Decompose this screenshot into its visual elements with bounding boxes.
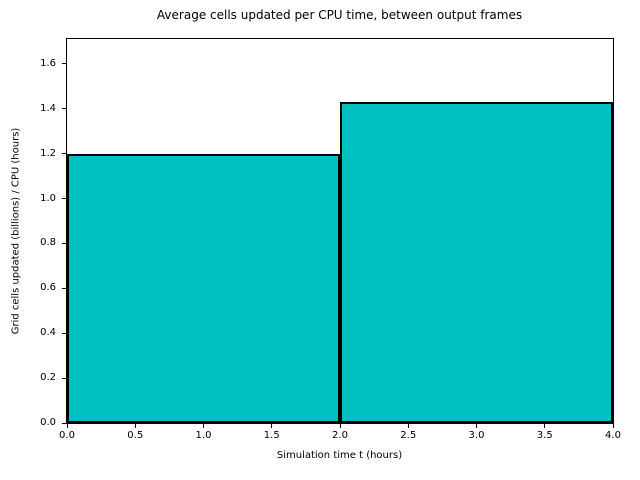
x-tick-label: 1.5 [263, 430, 280, 441]
y-tick-mark [62, 332, 66, 334]
x-tick-mark [66, 424, 68, 428]
y-tick-label: 0.0 [40, 417, 56, 428]
x-tick-label: 3.0 [468, 430, 485, 441]
y-tick-mark [62, 422, 66, 424]
x-tick-mark [476, 424, 477, 428]
x-tick-mark [134, 424, 136, 428]
x-tick-mark [271, 424, 273, 428]
y-tick-label: 0.6 [40, 282, 56, 294]
x-tick-label: 2.5 [400, 430, 417, 441]
y-tick-mark [62, 108, 66, 110]
x-tick-label: 2.0 [332, 430, 348, 441]
x-tick-mark [339, 424, 341, 428]
bar-segment [67, 153, 340, 423]
x-tick-label: 0.5 [127, 430, 144, 441]
x-tick-label: 0.0 [59, 430, 75, 441]
x-tick-mark [544, 424, 546, 428]
bar-segment [340, 102, 613, 423]
y-tick-label: 1.0 [40, 192, 56, 204]
x-tick-mark [203, 424, 204, 428]
y-axis-label: Grid cells updated (billions) / CPU (hou… [10, 127, 22, 335]
chart-title: Average cells updated per CPU time, betw… [156, 8, 523, 22]
y-tick-label: 1.4 [40, 102, 56, 114]
y-tick-mark [62, 242, 66, 244]
y-tick-label: 1.2 [40, 147, 56, 159]
x-tick-label: 3.5 [536, 430, 553, 441]
x-tick-mark [612, 424, 614, 428]
x-tick-mark [407, 424, 409, 428]
y-tick-label: 0.8 [40, 237, 56, 249]
y-tick-mark [62, 63, 66, 65]
y-tick-label: 0.2 [40, 372, 56, 384]
y-tick-label: 0.4 [40, 327, 56, 339]
y-tick-label: 1.6 [40, 57, 56, 69]
x-axis-label: Simulation time t (hours) [276, 450, 403, 461]
plot-area: 0.0 0.2 0.4 0.6 0.8 1.0 1.2 1.4 1.6 0.0 0.5 1.0 1.5 2… [40, 38, 621, 441]
x-tick-label: 1.0 [195, 430, 212, 441]
y-tick-mark [62, 287, 66, 289]
y-tick-mark [62, 198, 66, 200]
y-tick-mark [62, 377, 66, 379]
y-tick-mark [62, 153, 66, 155]
x-tick-label: 4.0 [605, 430, 621, 441]
